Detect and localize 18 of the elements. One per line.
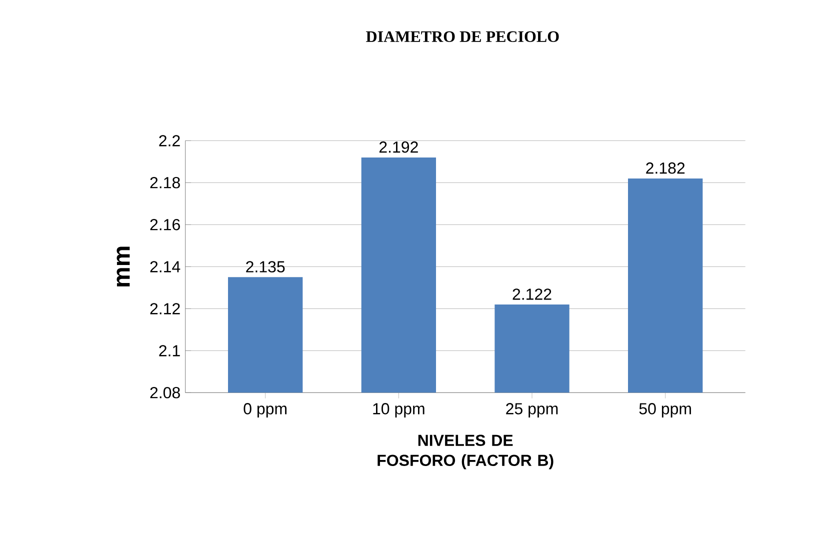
y-tick-label: 2.1 bbox=[159, 345, 180, 356]
y-tick-label: 2.08 bbox=[150, 386, 180, 398]
x-tick-label: 0 ppm bbox=[244, 403, 286, 418]
y-tick-label: 2.14 bbox=[150, 261, 180, 272]
x-tick-label: 25 ppm bbox=[506, 403, 558, 418]
y-tick-label: 2.18 bbox=[150, 177, 180, 188]
y-tick-label: 2.16 bbox=[150, 219, 180, 230]
y-tick-label: 2.12 bbox=[150, 303, 180, 314]
data-label: 2.135 bbox=[246, 261, 285, 272]
data-label: 2.182 bbox=[646, 162, 685, 174]
x-tick-label: 10 ppm bbox=[373, 403, 424, 418]
y-tick-label: 2.2 bbox=[159, 135, 180, 146]
data-label: 2.192 bbox=[379, 141, 418, 153]
chart-title: DIAMETRO DE PECIOLO bbox=[366, 31, 559, 42]
x-axis-title: NIVELES DE FOSFORO (FACTOR B) bbox=[378, 434, 554, 470]
data-label: 2.122 bbox=[512, 288, 552, 300]
x-tick-label: 50 ppm bbox=[639, 403, 691, 418]
y-axis-title: mm bbox=[116, 246, 130, 286]
